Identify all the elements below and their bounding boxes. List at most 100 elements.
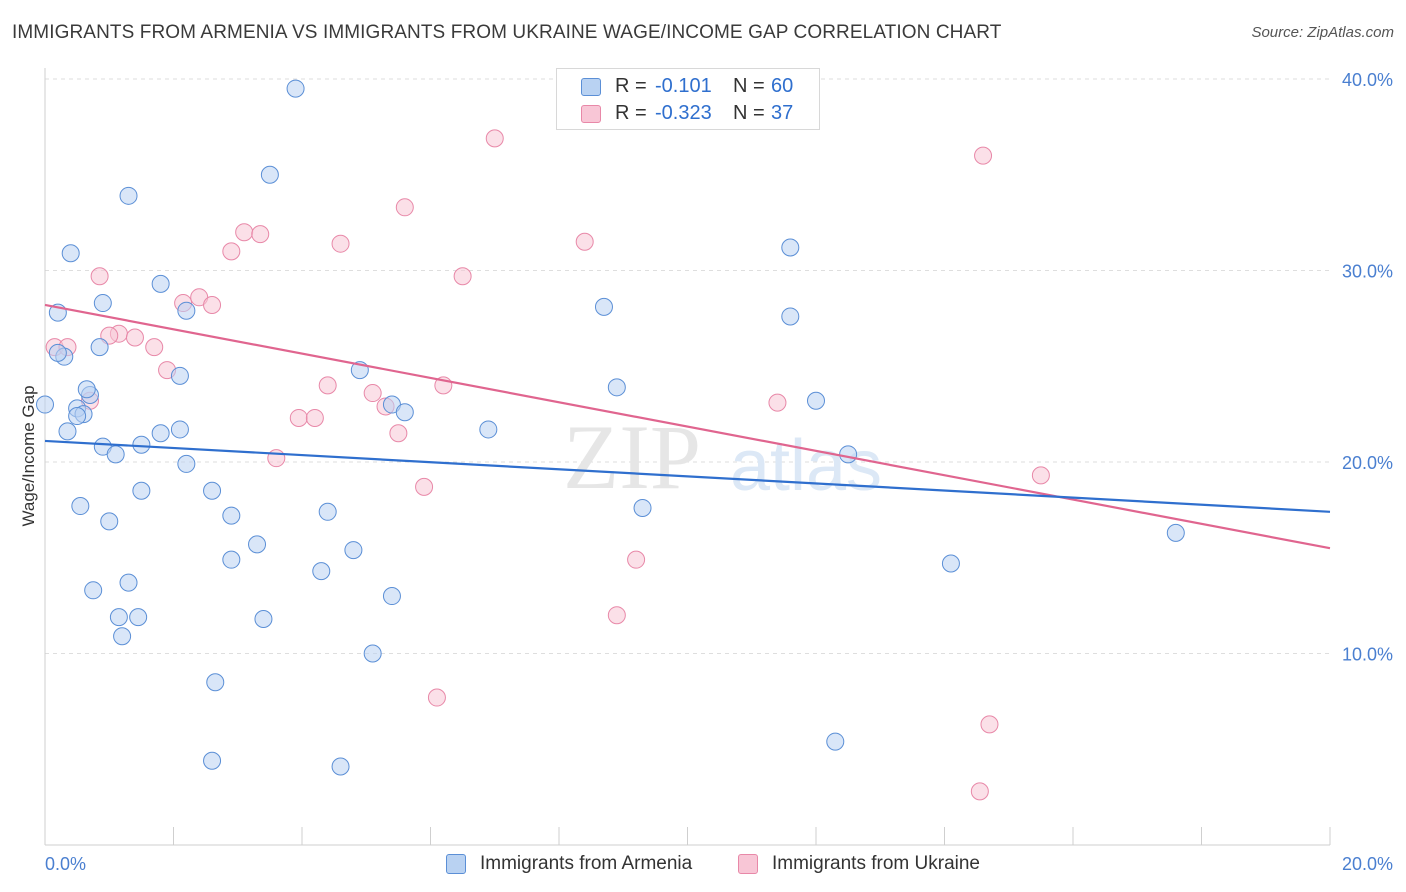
watermark-zip: ZIP	[563, 406, 701, 508]
tick-labels: 10.0% 20.0% 30.0% 40.0% 0.0% 20.0%	[45, 70, 1393, 874]
ukraine-point	[305, 408, 324, 427]
armenia-point	[84, 581, 103, 600]
armenia-point	[807, 391, 825, 410]
ukraine-point	[125, 328, 144, 347]
ukraine-point	[90, 267, 109, 286]
ukraine-point	[363, 384, 382, 403]
armenia-point	[395, 403, 414, 422]
armenia-point	[129, 608, 148, 627]
n-label: N =	[733, 102, 765, 124]
ukraine-point	[331, 234, 350, 253]
armenia-point	[839, 445, 858, 464]
ukraine-point	[203, 295, 222, 314]
stats-legend: R = -0.101 N = 60 R = -0.323 N = 37	[556, 68, 820, 130]
ukraine-point	[251, 225, 270, 244]
ukraine-point	[100, 326, 119, 345]
ukraine-trend-line	[44, 303, 1331, 550]
armenia-point	[941, 554, 960, 573]
armenia-point	[286, 79, 305, 98]
ukraine-point	[974, 146, 993, 165]
armenia-point	[826, 732, 845, 751]
x-tick-label: 0.0%	[45, 854, 86, 874]
armenia-points	[36, 79, 1185, 776]
armenia-point	[607, 378, 626, 397]
armenia-point	[36, 395, 54, 414]
ukraine-point	[222, 242, 241, 261]
chart-title: IMMIGRANTS FROM ARMENIA VS IMMIGRANTS FR…	[12, 22, 1002, 43]
armenia-point	[151, 424, 170, 443]
armenia-trend-line	[44, 439, 1331, 513]
x-tick-label: 20.0%	[1342, 854, 1393, 874]
armenia-point	[222, 506, 241, 525]
r-label: R =	[615, 75, 647, 97]
ukraine-legend-swatch	[738, 854, 758, 874]
armenia-point	[382, 587, 401, 606]
n-value: 37	[771, 102, 794, 124]
grid-lines	[45, 78, 1330, 654]
armenia-legend-swatch	[446, 854, 466, 874]
n-label: N =	[733, 75, 765, 97]
armenia-point	[90, 338, 109, 357]
armenia-point	[222, 550, 241, 569]
armenia-point	[177, 454, 196, 473]
trend-lines	[44, 303, 1331, 550]
ukraine-point	[575, 232, 594, 251]
armenia-point	[170, 366, 189, 385]
ukraine-point	[485, 129, 504, 148]
ukraine-point	[389, 424, 408, 443]
ukraine-legend-label: Immigrants from Ukraine	[772, 853, 980, 874]
armenia-point	[132, 481, 151, 500]
y-tick-label: 30.0%	[1342, 262, 1393, 282]
armenia-point	[331, 757, 350, 776]
n-value: 60	[771, 75, 794, 97]
ukraine-point	[970, 782, 989, 801]
armenia-point	[318, 502, 337, 521]
armenia-point	[93, 294, 112, 313]
armenia-point	[312, 562, 331, 581]
armenia-point	[100, 512, 119, 531]
armenia-point	[633, 498, 652, 517]
armenia-point	[363, 644, 382, 663]
armenia-point	[254, 610, 273, 629]
armenia-point	[260, 165, 279, 184]
ukraine-point	[980, 715, 999, 734]
armenia-point	[48, 343, 67, 362]
armenia-point	[77, 380, 96, 399]
source-label: Source: ZipAtlas.com	[1251, 24, 1394, 41]
stats-row-armenia: R = -0.101 N = 60	[557, 73, 819, 99]
armenia-point	[58, 422, 77, 441]
armenia-point	[1166, 523, 1185, 542]
armenia-point	[781, 307, 800, 326]
legend-item-armenia[interactable]: Immigrants from Armenia	[446, 851, 726, 877]
armenia-legend-label: Immigrants from Armenia	[480, 853, 693, 874]
y-tick-label: 40.0%	[1342, 70, 1393, 90]
armenia-point	[61, 244, 80, 263]
armenia-point	[479, 420, 498, 439]
armenia-point	[109, 608, 128, 627]
armenia-point	[68, 407, 87, 426]
armenia-point	[781, 238, 800, 257]
ukraine-point	[627, 550, 646, 569]
ukraine-point	[607, 606, 626, 625]
armenia-point	[113, 627, 132, 646]
armenia-point	[151, 274, 170, 293]
r-label: R =	[615, 102, 647, 124]
legend-item-ukraine[interactable]: Immigrants from Ukraine	[738, 851, 1018, 877]
armenia-point	[106, 445, 125, 464]
ukraine-point	[395, 198, 414, 217]
armenia-point	[177, 301, 196, 320]
ukraine-swatch	[581, 105, 601, 123]
axes	[44, 68, 1331, 846]
ukraine-points	[45, 129, 1050, 801]
ukraine-point	[453, 267, 472, 286]
ukraine-point	[768, 393, 787, 412]
ukraine-point	[318, 376, 337, 395]
armenia-point	[71, 497, 90, 516]
armenia-point	[203, 481, 222, 500]
armenia-point	[344, 541, 363, 560]
armenia-point	[119, 186, 138, 205]
y-axis-label: Wage/Income Gap	[19, 385, 38, 526]
ukraine-point	[235, 223, 254, 242]
ukraine-point	[267, 449, 286, 468]
